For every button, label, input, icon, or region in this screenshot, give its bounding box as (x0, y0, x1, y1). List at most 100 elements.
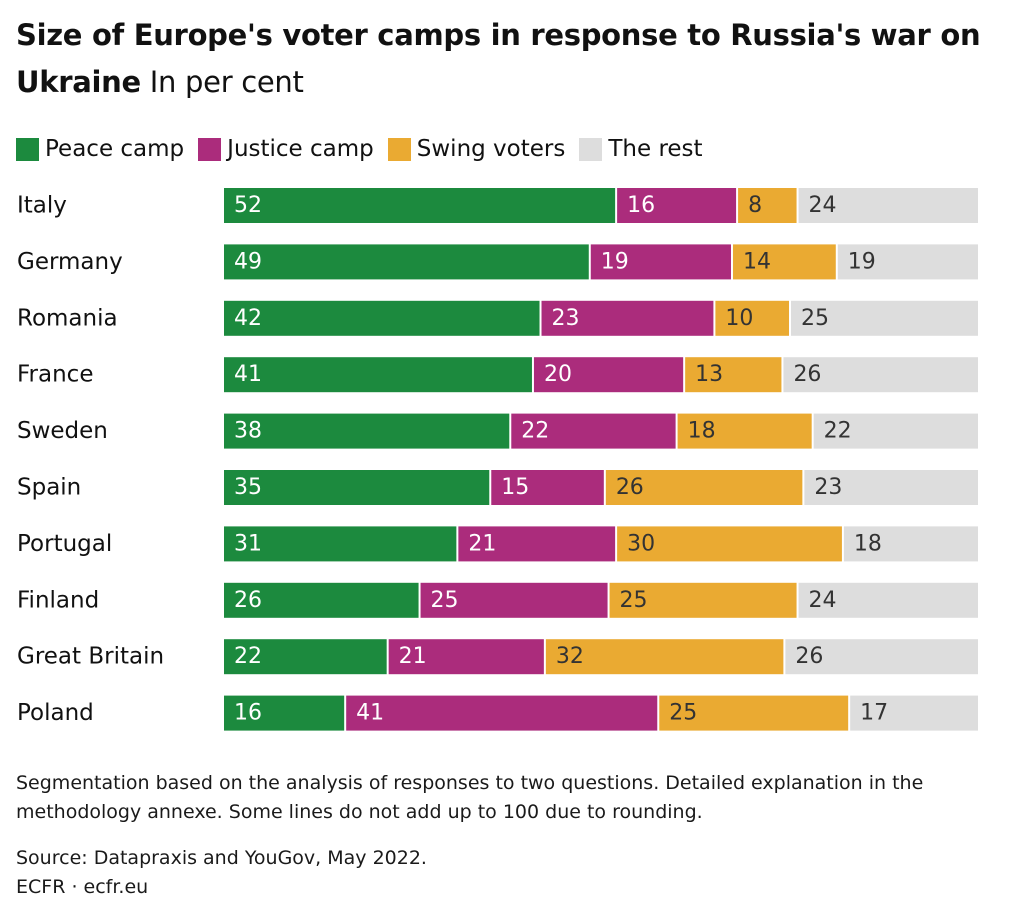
bar-segment-peace-italy (224, 188, 616, 223)
bar-segment-rest-finland (798, 582, 978, 618)
bar-value-peace-sweden: 38 (234, 419, 262, 444)
legend-item-justice: Justice camp (198, 136, 374, 162)
category-label-portugal: Portugal (17, 531, 112, 557)
bar-value-peace-romania: 42 (234, 306, 262, 331)
category-label-sweden: Sweden (17, 418, 108, 444)
legend-item-swing: Swing voters (387, 136, 566, 162)
bar-segment-rest-germany (837, 244, 978, 280)
bar-value-swing-sweden: 18 (688, 419, 716, 444)
legend-swatch-rest (579, 137, 603, 161)
footnote: Segmentation based on the analysis of re… (16, 772, 924, 823)
bar-value-peace-germany: 49 (234, 249, 262, 274)
bar-value-peace-poland: 16 (234, 701, 262, 726)
bar-value-swing-great-britain: 32 (556, 644, 584, 669)
stacked-bar-chart: Italy 52 16 8 24 Germany 49 19 14 19 Romania 42 23 10… (17, 188, 978, 731)
legend-swatch-justice (198, 137, 222, 161)
category-label-spain: Spain (17, 475, 81, 501)
bar-segment-rest-sweden (813, 413, 978, 449)
bar-segment-rest-portugal (843, 526, 978, 562)
bar-value-peace-italy: 52 (234, 193, 262, 218)
bar-value-peace-great-britain: 22 (234, 644, 262, 669)
legend-label-justice: Justice camp (227, 136, 374, 162)
bar-segment-swing-romania (715, 300, 789, 336)
bar-value-swing-romania: 10 (725, 306, 753, 331)
bar-segment-peace-sweden (224, 413, 510, 449)
bar-value-justice-spain: 15 (501, 475, 529, 500)
category-label-finland: Finland (17, 587, 99, 613)
legend-label-swing: Swing voters (416, 136, 566, 162)
bar-segment-justice-portugal (458, 526, 616, 562)
bar-value-justice-poland: 41 (356, 701, 384, 726)
bar-value-swing-germany: 14 (743, 249, 771, 274)
legend-label-peace: Peace camp (45, 136, 185, 162)
bar-segment-justice-italy (617, 188, 737, 223)
bar-segment-rest-france (783, 357, 978, 393)
bar-segment-rest-great-britain (785, 639, 978, 675)
bar-segment-justice-great-britain (388, 639, 544, 675)
chart-title-main: Size of Europe's voter camps in response… (16, 18, 981, 99)
bar-value-peace-finland: 26 (234, 588, 262, 613)
category-label-poland: Poland (17, 700, 94, 726)
bar-segment-swing-spain (605, 470, 803, 505)
bar-segment-swing-germany (732, 244, 836, 280)
bar-segment-peace-poland (224, 695, 345, 731)
bar-segment-peace-finland (224, 582, 419, 618)
bar-value-swing-italy: 8 (748, 193, 762, 218)
category-label-italy: Italy (17, 193, 67, 219)
legend-swatch-peace (16, 137, 39, 161)
bar-segment-swing-finland (609, 582, 797, 618)
bar-value-rest-france: 26 (793, 362, 821, 387)
credit-note: ECFR · ecfr.eu (16, 876, 149, 898)
bar-segment-peace-france (224, 357, 532, 393)
bar-segment-justice-romania (541, 300, 714, 336)
bar-segment-justice-france (533, 357, 684, 393)
chart-subtitle: In per cent (149, 65, 304, 99)
bar-segment-justice-germany (590, 244, 731, 280)
bar-value-rest-romania: 25 (801, 306, 829, 331)
bar-value-peace-portugal: 31 (234, 531, 262, 556)
bar-segment-swing-france (685, 357, 782, 393)
bar-value-swing-finland: 25 (620, 588, 648, 613)
bar-value-justice-france: 20 (544, 362, 572, 387)
bar-value-peace-france: 41 (234, 362, 262, 387)
bar-value-rest-sweden: 22 (824, 419, 852, 444)
bar-value-rest-poland: 17 (860, 701, 888, 726)
bar-value-justice-italy: 16 (627, 193, 655, 218)
category-label-romania: Romania (17, 305, 118, 331)
legend-label-rest: The rest (608, 136, 703, 162)
bar-value-justice-germany: 19 (601, 249, 629, 274)
bar-value-rest-spain: 23 (814, 475, 842, 500)
bar-value-justice-sweden: 22 (521, 419, 549, 444)
bar-value-justice-romania: 23 (552, 306, 580, 331)
bar-segment-rest-italy (798, 188, 978, 223)
bar-segment-justice-finland (420, 582, 608, 618)
legend-item-rest: The rest (579, 136, 703, 162)
bar-value-justice-great-britain: 21 (399, 644, 427, 669)
bar-value-peace-spain: 35 (234, 475, 262, 500)
bar-value-swing-france: 13 (695, 362, 723, 387)
bar-segment-rest-spain (804, 470, 978, 505)
bar-value-justice-portugal: 21 (468, 531, 496, 556)
category-label-france: France (17, 362, 93, 388)
legend-swatch-swing (387, 137, 411, 161)
bar-segment-swing-poland (659, 695, 849, 731)
bar-segment-swing-great-britain (545, 639, 784, 675)
bar-segment-peace-spain (224, 470, 490, 505)
legend-item-peace: Peace camp (16, 136, 184, 162)
bar-segment-swing-sweden (677, 413, 812, 449)
chart-title: Size of Europe's voter camps in response… (16, 12, 1006, 106)
category-label-great-britain: Great Britain (17, 644, 164, 670)
bar-value-swing-portugal: 30 (627, 531, 655, 556)
bar-segment-justice-sweden (511, 413, 676, 449)
bar-value-rest-italy: 24 (809, 193, 837, 218)
bar-value-swing-poland: 25 (669, 701, 697, 726)
bar-segment-justice-spain (491, 470, 604, 505)
bar-segment-swing-italy (738, 188, 797, 223)
bar-segment-justice-poland (346, 695, 658, 731)
bar-value-rest-finland: 24 (809, 588, 837, 613)
bar-segment-peace-romania (224, 300, 540, 336)
category-label-germany: Germany (17, 249, 123, 275)
bar-value-swing-spain: 26 (616, 475, 644, 500)
legend: Peace camp Justice camp Swing voters The… (16, 133, 717, 165)
bar-segment-peace-portugal (224, 526, 457, 562)
